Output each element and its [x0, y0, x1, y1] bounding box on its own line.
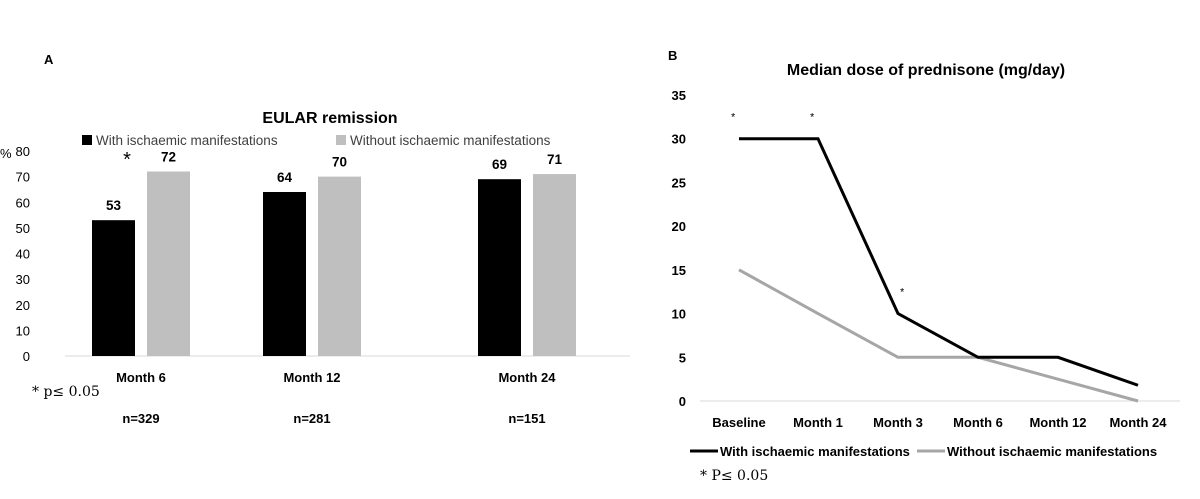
sample-size-label: n=281 [293, 411, 330, 426]
y-tick-label: 0 [23, 349, 30, 364]
bar-value-label: 53 [106, 198, 122, 213]
bar [478, 179, 521, 356]
x-tick-label: Month 6 [116, 370, 166, 385]
chart-a-sample-sizes: n=329 n=281 n=151 [122, 411, 545, 426]
chart-a-bars: 53 72 64 70 69 71 * [92, 149, 576, 356]
y-tick-label: 50 [16, 221, 30, 236]
bar-value-label: 64 [277, 170, 293, 185]
y-tick-label: 20 [16, 298, 30, 313]
y-tick-label: 30 [672, 132, 686, 147]
x-tick-label: Month 24 [1109, 415, 1167, 430]
panel-b: B Median dose of prednisone (mg/day) 0 5 1… [668, 48, 1180, 484]
sample-size-label: n=329 [122, 411, 159, 426]
x-tick-label: Month 24 [498, 370, 556, 385]
significance-mark: * [731, 112, 736, 124]
significance-mark: * [900, 287, 905, 299]
x-tick-label: Month 6 [953, 415, 1003, 430]
chart-a-legend: With ischaemic manifestations Without is… [82, 133, 551, 148]
y-tick-label: 5 [679, 350, 686, 365]
chart-a-x-axis: Month 6 Month 12 Month 24 [116, 370, 556, 385]
legend-a-label-with: With ischaemic manifestations [96, 133, 278, 148]
bar [92, 220, 135, 356]
chart-b-lines: * * * [731, 112, 1139, 403]
chart-a-y-axis: 0 10 20 30 40 50 60 70 80 [16, 144, 30, 364]
x-tick-label: Month 1 [793, 415, 843, 430]
y-tick-label: 60 [16, 195, 30, 210]
legend-b-label-without: Without ischaemic manifestations [947, 444, 1157, 459]
bar-value-label: 70 [332, 155, 347, 170]
bar [263, 192, 306, 356]
y-tick-label: 20 [672, 219, 686, 234]
x-tick-label: Month 3 [873, 415, 923, 430]
y-tick-label: 35 [672, 88, 686, 103]
sample-size-label: n=151 [508, 411, 545, 426]
y-tick-label: 70 [16, 170, 30, 185]
chart-b-title: Median dose of prednisone (mg/day) [787, 62, 1065, 79]
chart-b-y-axis: 0 5 10 15 20 25 30 35 [672, 88, 686, 409]
y-tick-label: 0 [679, 394, 686, 409]
y-tick-label: 40 [16, 247, 30, 262]
panel-a-label: A [44, 52, 54, 67]
panel-a: A EULAR remission With ischaemic manifes… [0, 52, 630, 426]
panel-b-label: B [668, 48, 677, 63]
y-tick-label: 30 [16, 272, 30, 287]
chart-b-footnote: * P≤ 0.05 [700, 468, 768, 484]
significance-mark: * [123, 149, 131, 171]
chart-a-ylabel: % [0, 146, 12, 161]
y-tick-label: 10 [672, 307, 686, 322]
x-tick-label: Month 12 [1029, 415, 1086, 430]
x-tick-label: Baseline [712, 415, 765, 430]
bar [318, 176, 361, 356]
y-tick-label: 80 [16, 144, 30, 159]
y-tick-label: 15 [672, 263, 686, 278]
bar [147, 171, 190, 356]
y-tick-label: 25 [672, 175, 686, 190]
chart-a-footnote: * p≤ 0.05 [32, 384, 100, 400]
bar-value-label: 71 [547, 152, 563, 167]
legend-a-swatch-with [82, 135, 92, 145]
series-line-with [739, 137, 1139, 387]
series-line-without [738, 268, 1139, 403]
chart-a-title: EULAR remission [262, 110, 397, 127]
bar-value-label: 72 [161, 150, 176, 165]
significance-mark: * [810, 112, 815, 124]
chart-b-legend: With ischaemic manifestations Without is… [690, 444, 1157, 459]
bar [533, 174, 576, 356]
x-tick-label: Month 12 [283, 370, 340, 385]
bar-value-label: 69 [492, 157, 507, 172]
legend-a-label-without: Without ischaemic manifestations [350, 133, 551, 148]
legend-b-label-with: With ischaemic manifestations [720, 444, 910, 459]
chart-b-x-axis: Baseline Month 1 Month 3 Month 6 Month 12 Mon… [712, 415, 1167, 430]
y-tick-label: 10 [16, 323, 30, 338]
legend-a-swatch-without [336, 135, 346, 145]
